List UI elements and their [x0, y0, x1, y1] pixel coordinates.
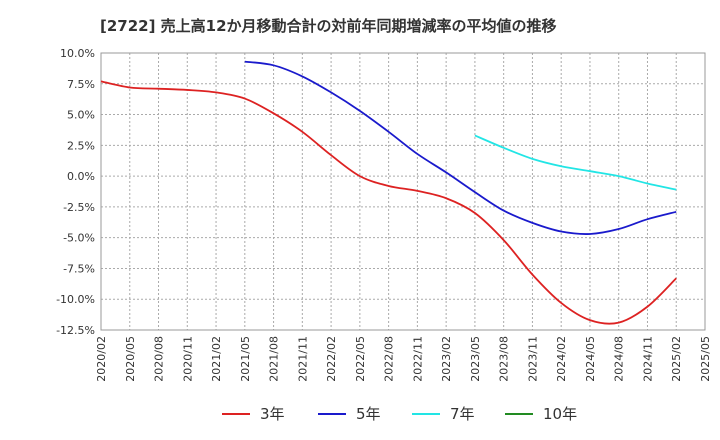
x-tick-label: 2022/05: [354, 336, 367, 382]
legend-label: 10年: [543, 405, 578, 423]
legend-label: 7年: [450, 405, 475, 423]
y-tick-label: 7.5%: [67, 78, 95, 91]
y-tick-label: 5.0%: [67, 109, 95, 122]
y-tick-label: 10.0%: [60, 47, 95, 60]
x-tick-label: 2022/02: [325, 336, 338, 382]
x-tick-label: 2021/02: [210, 336, 223, 382]
x-tick-label: 2024/05: [584, 336, 597, 382]
legend-item: 5年: [318, 403, 381, 424]
legend-swatch: [412, 412, 440, 415]
x-tick-label: 2024/11: [641, 336, 654, 382]
series-line-0: [100, 80, 677, 325]
series-line-1: [244, 60, 677, 235]
y-tick-label: -5.0%: [63, 232, 95, 245]
legend-item: 10年: [505, 403, 577, 424]
x-tick-label: 2024/08: [613, 336, 626, 382]
plot-frame: [100, 52, 706, 331]
series-line-2: [474, 134, 677, 191]
legend-label: 5年: [356, 405, 381, 423]
x-tick-label: 2025/02: [670, 336, 683, 382]
x-tick-label: 2020/02: [95, 336, 108, 382]
x-tick-label: 2022/08: [383, 336, 396, 382]
y-tick-label: -2.5%: [63, 201, 95, 214]
legend-item: 3年: [222, 403, 285, 424]
x-tick-label: 2023/02: [440, 336, 453, 382]
x-tick-label: 2021/08: [268, 336, 281, 382]
x-tick-label: 2020/08: [153, 336, 166, 382]
y-tick-label: -12.5%: [56, 324, 95, 337]
x-tick-label: 2020/11: [181, 336, 194, 382]
legend-item: 7年: [412, 403, 475, 424]
x-tick-label: 2020/05: [124, 336, 137, 382]
y-tick-label: 0.0%: [67, 170, 95, 183]
x-tick-label: 2023/08: [498, 336, 511, 382]
x-tick-label: 2023/05: [469, 336, 482, 382]
x-tick-label: 2024/02: [555, 336, 568, 382]
x-tick-label: 2021/05: [239, 336, 252, 382]
legend-label: 3年: [260, 405, 285, 423]
legend-swatch: [505, 412, 533, 415]
y-tick-label: -10.0%: [56, 293, 95, 306]
x-tick-label: 2021/11: [296, 336, 309, 382]
x-tick-label: 2022/11: [411, 336, 424, 382]
y-tick-label: 2.5%: [67, 139, 95, 152]
chart-legend: 3年 5年 7年 10年: [0, 403, 720, 427]
chart-title: [2722] 売上高12か月移動合計の対前年同期増減率の平均値の推移: [100, 17, 557, 35]
y-tick-label: -7.5%: [63, 262, 95, 275]
x-tick-label: 2025/05: [699, 336, 712, 382]
legend-swatch: [222, 412, 250, 415]
x-tick-label: 2023/11: [526, 336, 539, 382]
legend-swatch: [318, 412, 346, 415]
